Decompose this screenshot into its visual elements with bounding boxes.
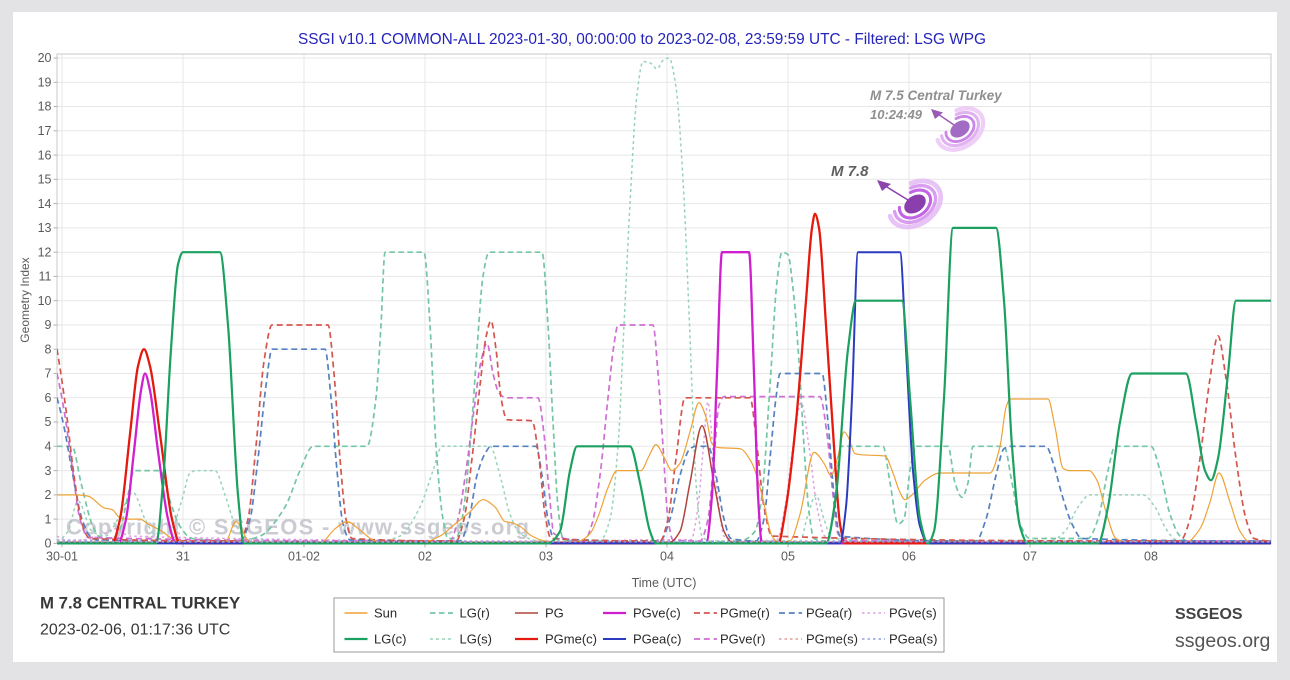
svg-text:08: 08 [1144,549,1158,563]
svg-text:01-02: 01-02 [288,549,320,563]
svg-text:M 7.5 Central Turkey: M 7.5 Central Turkey [870,88,1003,103]
svg-text:2023-02-06, 01:17:36 UTC: 2023-02-06, 01:17:36 UTC [40,622,230,639]
svg-text:9: 9 [45,318,52,332]
svg-text:12: 12 [38,245,52,259]
svg-text:PGea(r): PGea(r) [806,606,852,621]
svg-text:PGea(s): PGea(s) [889,632,937,647]
svg-text:03: 03 [539,549,553,563]
svg-text:7: 7 [45,367,52,381]
svg-text:11: 11 [39,270,52,284]
svg-text:10:24:49: 10:24:49 [870,107,923,122]
svg-text:3: 3 [45,464,52,478]
svg-text:0: 0 [45,537,52,551]
svg-text:19: 19 [38,76,52,90]
svg-text:4: 4 [45,440,52,454]
svg-text:PGve(c): PGve(c) [633,606,681,621]
svg-text:05: 05 [781,549,795,563]
svg-text:LG(r): LG(r) [460,606,490,621]
svg-text:SSGEOS: SSGEOS [1175,606,1243,623]
svg-text:PGve(r): PGve(r) [720,632,766,647]
svg-text:SSGI v10.1 COMMON-ALL 2023-01-: SSGI v10.1 COMMON-ALL 2023-01-30, 00:00:… [298,31,986,48]
svg-text:LG(c): LG(c) [374,632,407,647]
svg-text:8: 8 [45,342,52,356]
svg-text:M 7.8 CENTRAL TURKEY: M 7.8 CENTRAL TURKEY [40,594,240,613]
svg-text:31: 31 [176,549,190,563]
svg-text:M 7.8: M 7.8 [831,163,869,180]
svg-text:13: 13 [38,221,52,235]
svg-text:LG(s): LG(s) [460,632,493,647]
svg-text:30-01: 30-01 [46,549,78,563]
svg-text:PGme(s): PGme(s) [806,632,858,647]
svg-text:2: 2 [45,488,52,502]
svg-text:ssgeos.org: ssgeos.org [1175,630,1270,652]
svg-text:17: 17 [38,124,52,138]
svg-text:PGea(c): PGea(c) [633,632,681,647]
svg-text:PGve(s): PGve(s) [889,606,937,621]
svg-text:20: 20 [38,51,52,65]
svg-text:5: 5 [45,415,52,429]
svg-text:PG: PG [545,606,564,621]
svg-text:Sun: Sun [374,606,397,621]
svg-text:14: 14 [38,197,52,211]
svg-text:06: 06 [902,549,916,563]
svg-text:PGme(c): PGme(c) [545,632,597,647]
svg-text:Time (UTC): Time (UTC) [632,576,697,590]
svg-text:1: 1 [45,512,52,526]
svg-text:02: 02 [418,549,432,563]
svg-text:18: 18 [38,100,52,114]
svg-text:07: 07 [1023,549,1037,563]
svg-text:PGme(r): PGme(r) [720,606,770,621]
svg-text:04: 04 [660,549,674,563]
svg-text:10: 10 [38,294,52,308]
svg-text:6: 6 [45,391,52,405]
svg-text:16: 16 [38,148,52,162]
svg-text:Geometry Index: Geometry Index [18,257,32,342]
svg-text:15: 15 [38,173,52,187]
